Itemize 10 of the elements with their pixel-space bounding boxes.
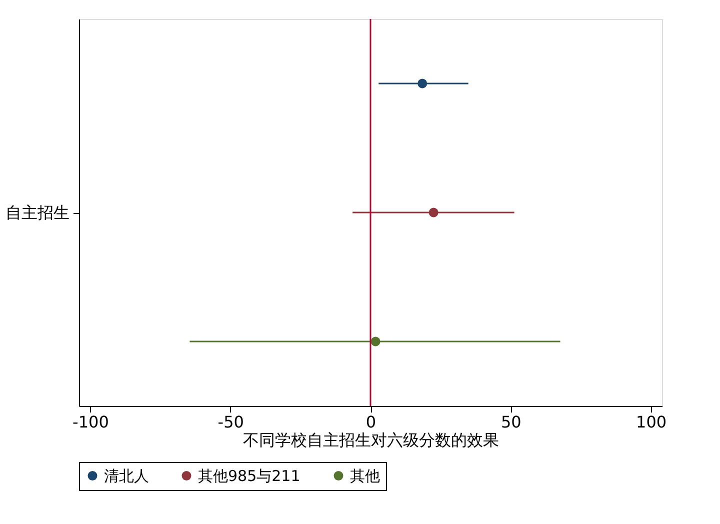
x-tick-label: 50 (500, 412, 522, 432)
legend-label: 清北人 (104, 466, 149, 485)
y-tick-label: 自主招生 (6, 203, 70, 222)
x-tick-label: -50 (218, 412, 244, 432)
legend-label: 其他985与211 (198, 466, 300, 485)
x-axis-title: 不同学校自主招生对六级分数的效果 (243, 430, 499, 450)
x-tick-label: 100 (636, 412, 667, 432)
x-tick-label: -100 (72, 412, 109, 432)
legend-label: 其他 (350, 466, 380, 485)
x-tick-label: 0 (366, 412, 376, 432)
